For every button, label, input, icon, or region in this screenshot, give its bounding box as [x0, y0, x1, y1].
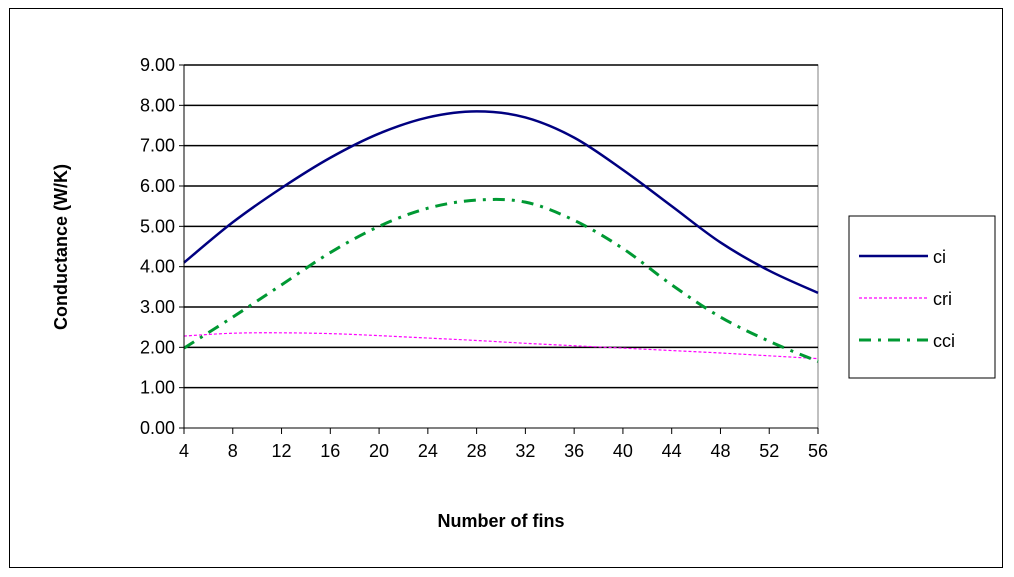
- x-tick-label: 24: [418, 441, 438, 461]
- chart-area: 0.00 1.00 2.00 3.00 4.00 5.00 6.00 7.00 8.00 9.00…: [9, 8, 1003, 568]
- x-tick-label: 8: [228, 441, 238, 461]
- series-lines: [183, 110, 819, 363]
- x-tick-label: 48: [710, 441, 730, 461]
- x-tick-label: 20: [369, 441, 389, 461]
- x-tick-label: 12: [272, 441, 292, 461]
- y-tick-label: 1.00: [140, 378, 175, 398]
- legend-label-cri: cri: [933, 289, 952, 309]
- line-chart: 0.00 1.00 2.00 3.00 4.00 5.00 6.00 7.00 8.00 9.00…: [51, 55, 996, 531]
- x-tick-label: 4: [179, 441, 189, 461]
- series-line-cri: [183, 332, 819, 360]
- legend-box: [848, 215, 996, 379]
- gridlines: [184, 64, 818, 389]
- y-tick-label: 0.00: [140, 418, 175, 438]
- x-tick-label: 28: [467, 441, 487, 461]
- series-line-ci: [183, 110, 819, 295]
- x-axis-title: Number of fins: [437, 511, 564, 531]
- y-tick-label: 4.00: [140, 257, 175, 277]
- x-tick-label: 44: [662, 441, 682, 461]
- legend: ci cri cci: [848, 215, 996, 379]
- y-tick-label: 5.00: [140, 216, 175, 236]
- y-tick-label: 3.00: [140, 297, 175, 317]
- y-tick-label: 9.00: [140, 55, 175, 75]
- legend-label-ci: ci: [933, 247, 946, 267]
- y-axis-title: Conductance (W/K): [51, 164, 71, 330]
- x-tick-label: 40: [613, 441, 633, 461]
- x-tick-label: 32: [515, 441, 535, 461]
- y-tick-label: 8.00: [140, 95, 175, 115]
- plot-area: [183, 64, 819, 429]
- legend-label-cci: cci: [933, 331, 955, 351]
- series-line-cci: [183, 197, 819, 363]
- y-tick-label: 6.00: [140, 176, 175, 196]
- x-tick-label: 52: [759, 441, 779, 461]
- x-tick-label: 16: [320, 441, 340, 461]
- y-tick-label: 2.00: [140, 337, 175, 357]
- x-axis-ticks: 4 8 12 16 20 24 28 32 36 40 44 48 52 56: [179, 428, 828, 461]
- x-tick-label: 56: [808, 441, 828, 461]
- x-tick-label: 36: [564, 441, 584, 461]
- y-tick-label: 7.00: [140, 136, 175, 156]
- y-axis-ticks: 0.00 1.00 2.00 3.00 4.00 5.00 6.00 7.00 8.00 9.00: [140, 55, 184, 438]
